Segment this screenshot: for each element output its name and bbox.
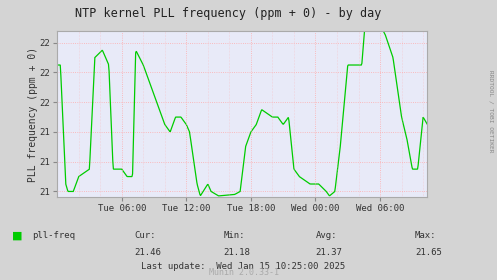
- Text: RRDTOOL / TOBI OETIKER: RRDTOOL / TOBI OETIKER: [489, 70, 494, 153]
- Text: 21.65: 21.65: [415, 248, 442, 257]
- Text: Max:: Max:: [415, 231, 436, 240]
- Y-axis label: PLL frequency (ppm + 0): PLL frequency (ppm + 0): [28, 46, 38, 182]
- Text: Munin 2.0.33-1: Munin 2.0.33-1: [209, 268, 278, 277]
- Text: Cur:: Cur:: [134, 231, 156, 240]
- Text: 21.37: 21.37: [316, 248, 342, 257]
- Text: 21.46: 21.46: [134, 248, 161, 257]
- Text: pll-freq: pll-freq: [32, 231, 76, 240]
- Text: NTP kernel PLL frequency (ppm + 0) - by day: NTP kernel PLL frequency (ppm + 0) - by …: [76, 7, 382, 20]
- Text: Last update:  Wed Jan 15 10:25:00 2025: Last update: Wed Jan 15 10:25:00 2025: [142, 262, 345, 271]
- Text: 21.18: 21.18: [224, 248, 250, 257]
- Text: Min:: Min:: [224, 231, 245, 240]
- Text: ■: ■: [12, 231, 23, 241]
- Text: Avg:: Avg:: [316, 231, 337, 240]
